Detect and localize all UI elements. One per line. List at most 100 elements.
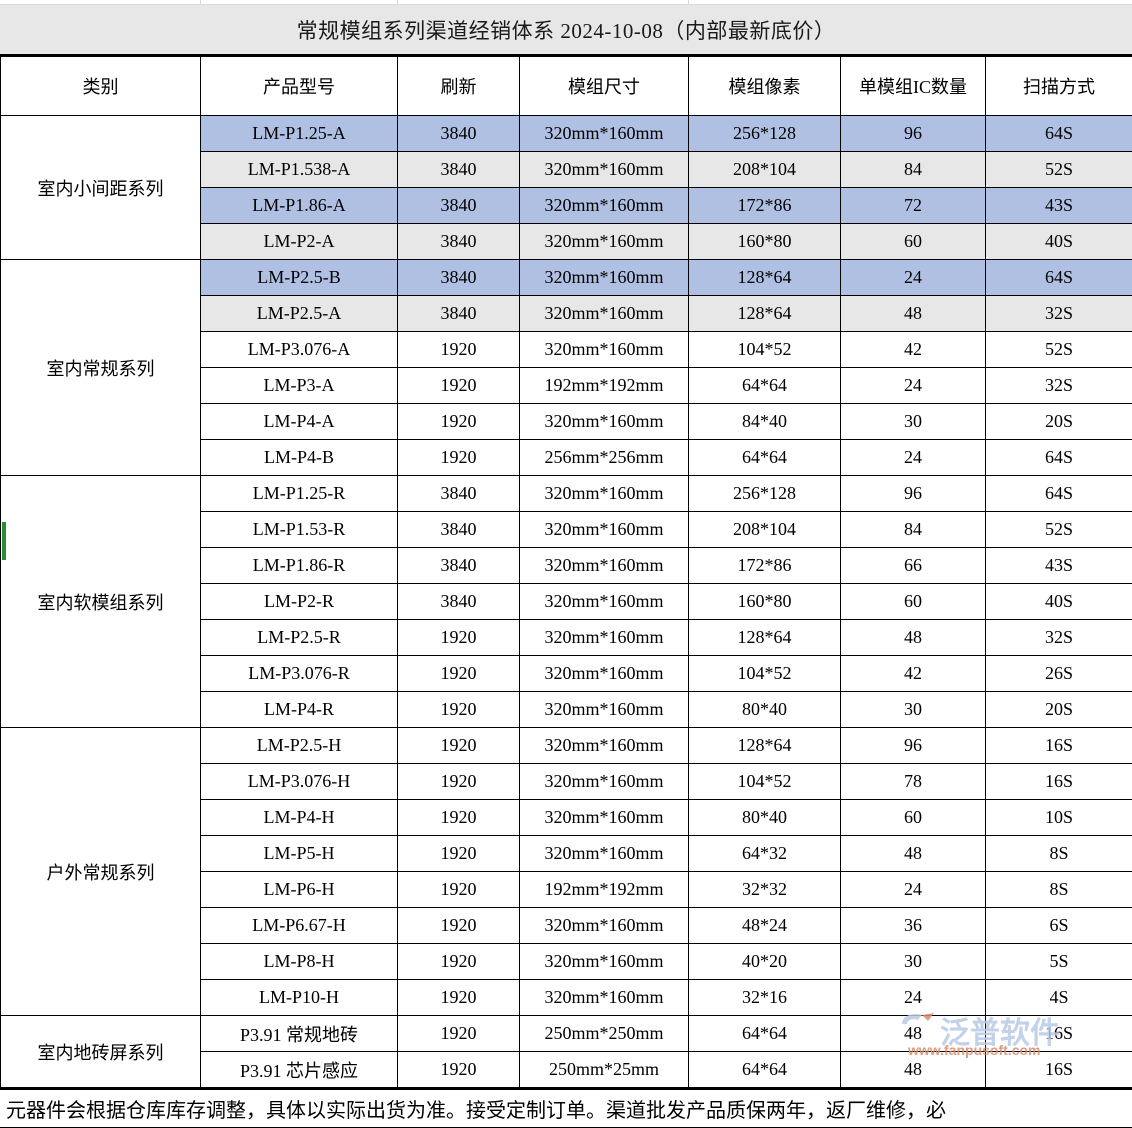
ic-count-cell[interactable]: 84 bbox=[841, 512, 986, 548]
model-cell[interactable]: LM-P8-H bbox=[201, 944, 398, 980]
refresh-cell[interactable]: 3840 bbox=[398, 548, 520, 584]
refresh-cell[interactable]: 3840 bbox=[398, 512, 520, 548]
refresh-cell[interactable]: 3840 bbox=[398, 296, 520, 332]
column-header-size[interactable]: 模组尺寸 bbox=[520, 57, 689, 116]
pixels-cell[interactable]: 128*64 bbox=[689, 260, 841, 296]
size-cell[interactable]: 320mm*160mm bbox=[520, 908, 689, 944]
model-cell[interactable]: LM-P4-A bbox=[201, 404, 398, 440]
model-cell[interactable]: LM-P2-A bbox=[201, 224, 398, 260]
pixels-cell[interactable]: 104*52 bbox=[689, 332, 841, 368]
ic-count-cell[interactable]: 30 bbox=[841, 944, 986, 980]
size-cell[interactable]: 192mm*192mm bbox=[520, 368, 689, 404]
scan-mode-cell[interactable]: 16S bbox=[986, 1016, 1132, 1052]
size-cell[interactable]: 320mm*160mm bbox=[520, 980, 689, 1016]
scan-mode-cell[interactable]: 6S bbox=[986, 908, 1132, 944]
size-cell[interactable]: 320mm*160mm bbox=[520, 296, 689, 332]
column-header-scan[interactable]: 扫描方式 bbox=[986, 57, 1132, 116]
model-cell[interactable]: LM-P2.5-R bbox=[201, 620, 398, 656]
scan-mode-cell[interactable]: 32S bbox=[986, 620, 1132, 656]
ic-count-cell[interactable]: 60 bbox=[841, 584, 986, 620]
scan-mode-cell[interactable]: 20S bbox=[986, 692, 1132, 728]
refresh-cell[interactable]: 3840 bbox=[398, 188, 520, 224]
model-cell[interactable]: LM-P1.25-R bbox=[201, 476, 398, 512]
pixels-cell[interactable]: 64*64 bbox=[689, 1052, 841, 1088]
ic-count-cell[interactable]: 48 bbox=[841, 1016, 986, 1052]
size-cell[interactable]: 320mm*160mm bbox=[520, 620, 689, 656]
size-cell[interactable]: 320mm*160mm bbox=[520, 800, 689, 836]
scan-mode-cell[interactable]: 10S bbox=[986, 800, 1132, 836]
column-header-category[interactable]: 类别 bbox=[1, 57, 201, 116]
ic-count-cell[interactable]: 24 bbox=[841, 980, 986, 1016]
size-cell[interactable]: 250mm*25mm bbox=[520, 1052, 689, 1088]
size-cell[interactable]: 250mm*250mm bbox=[520, 1016, 689, 1052]
pixels-cell[interactable]: 256*128 bbox=[689, 116, 841, 152]
size-cell[interactable]: 320mm*160mm bbox=[520, 728, 689, 764]
scan-mode-cell[interactable]: 43S bbox=[986, 548, 1132, 584]
category-cell[interactable]: 户外常规系列 bbox=[1, 728, 201, 1016]
model-cell[interactable]: LM-P1.25-A bbox=[201, 116, 398, 152]
size-cell[interactable]: 320mm*160mm bbox=[520, 224, 689, 260]
refresh-cell[interactable]: 1920 bbox=[398, 692, 520, 728]
ic-count-cell[interactable]: 30 bbox=[841, 692, 986, 728]
size-cell[interactable]: 320mm*160mm bbox=[520, 476, 689, 512]
pixels-cell[interactable]: 64*64 bbox=[689, 368, 841, 404]
scan-mode-cell[interactable]: 40S bbox=[986, 584, 1132, 620]
refresh-cell[interactable]: 3840 bbox=[398, 116, 520, 152]
model-cell[interactable]: LM-P3-A bbox=[201, 368, 398, 404]
model-cell[interactable]: LM-P1.53-R bbox=[201, 512, 398, 548]
refresh-cell[interactable]: 1920 bbox=[398, 728, 520, 764]
scan-mode-cell[interactable]: 32S bbox=[986, 296, 1132, 332]
ic-count-cell[interactable]: 78 bbox=[841, 764, 986, 800]
size-cell[interactable]: 320mm*160mm bbox=[520, 512, 689, 548]
pixels-cell[interactable]: 32*32 bbox=[689, 872, 841, 908]
ic-count-cell[interactable]: 72 bbox=[841, 188, 986, 224]
model-cell[interactable]: LM-P3.076-H bbox=[201, 764, 398, 800]
ic-count-cell[interactable]: 66 bbox=[841, 548, 986, 584]
scan-mode-cell[interactable]: 64S bbox=[986, 476, 1132, 512]
category-cell[interactable]: 室内小间距系列 bbox=[1, 116, 201, 260]
refresh-cell[interactable]: 1920 bbox=[398, 1052, 520, 1088]
model-cell[interactable]: LM-P4-H bbox=[201, 800, 398, 836]
scan-mode-cell[interactable]: 52S bbox=[986, 512, 1132, 548]
pixels-cell[interactable]: 172*86 bbox=[689, 188, 841, 224]
refresh-cell[interactable]: 1920 bbox=[398, 872, 520, 908]
ic-count-cell[interactable]: 24 bbox=[841, 872, 986, 908]
model-cell[interactable]: LM-P10-H bbox=[201, 980, 398, 1016]
size-cell[interactable]: 320mm*160mm bbox=[520, 944, 689, 980]
size-cell[interactable]: 320mm*160mm bbox=[520, 764, 689, 800]
pixels-cell[interactable]: 32*16 bbox=[689, 980, 841, 1016]
ic-count-cell[interactable]: 96 bbox=[841, 116, 986, 152]
model-cell[interactable]: LM-P5-H bbox=[201, 836, 398, 872]
refresh-cell[interactable]: 3840 bbox=[398, 152, 520, 188]
scan-mode-cell[interactable]: 5S bbox=[986, 944, 1132, 980]
category-cell[interactable]: 室内地砖屏系列 bbox=[1, 1016, 201, 1088]
scan-mode-cell[interactable]: 32S bbox=[986, 368, 1132, 404]
ic-count-cell[interactable]: 60 bbox=[841, 224, 986, 260]
scan-mode-cell[interactable]: 64S bbox=[986, 260, 1132, 296]
column-header-refresh[interactable]: 刷新 bbox=[398, 57, 520, 116]
pixels-cell[interactable]: 128*64 bbox=[689, 296, 841, 332]
refresh-cell[interactable]: 1920 bbox=[398, 440, 520, 476]
ic-count-cell[interactable]: 24 bbox=[841, 368, 986, 404]
model-cell[interactable]: LM-P4-B bbox=[201, 440, 398, 476]
scan-mode-cell[interactable]: 16S bbox=[986, 728, 1132, 764]
scan-mode-cell[interactable]: 20S bbox=[986, 404, 1132, 440]
pixels-cell[interactable]: 256*128 bbox=[689, 476, 841, 512]
scan-mode-cell[interactable]: 16S bbox=[986, 764, 1132, 800]
pixels-cell[interactable]: 128*64 bbox=[689, 728, 841, 764]
ic-count-cell[interactable]: 24 bbox=[841, 260, 986, 296]
size-cell[interactable]: 320mm*160mm bbox=[520, 404, 689, 440]
size-cell[interactable]: 192mm*192mm bbox=[520, 872, 689, 908]
ic-count-cell[interactable]: 42 bbox=[841, 656, 986, 692]
model-cell[interactable]: LM-P2.5-A bbox=[201, 296, 398, 332]
model-cell[interactable]: LM-P3.076-R bbox=[201, 656, 398, 692]
model-cell[interactable]: LM-P6.67-H bbox=[201, 908, 398, 944]
column-header-model[interactable]: 产品型号 bbox=[201, 57, 398, 116]
scan-mode-cell[interactable]: 26S bbox=[986, 656, 1132, 692]
size-cell[interactable]: 320mm*160mm bbox=[520, 584, 689, 620]
size-cell[interactable]: 320mm*160mm bbox=[520, 332, 689, 368]
ic-count-cell[interactable]: 96 bbox=[841, 476, 986, 512]
